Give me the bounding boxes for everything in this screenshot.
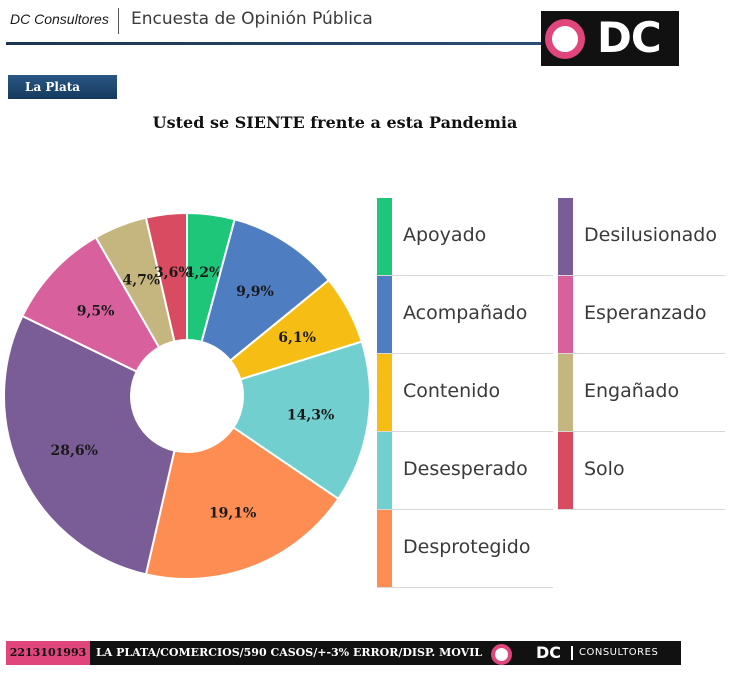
slice-value-label-5: 28,6%	[51, 443, 98, 459]
legend-swatch-2	[377, 354, 392, 431]
legend-item-5: Desilusionado	[558, 198, 725, 276]
chart-legend: Apoyado Acompañado Contenido Desesperado Des…	[377, 198, 730, 590]
legend-item-4: Desprotegido	[377, 510, 553, 588]
legend-swatch-8	[558, 432, 573, 509]
slice-value-label-4: 19,1%	[209, 505, 256, 521]
legend-swatch-3	[377, 432, 392, 509]
slice-value-label-2: 6,1%	[278, 330, 316, 346]
slice-value-label-3: 14,3%	[287, 407, 334, 423]
legend-label-8: Solo	[584, 458, 625, 480]
header-brand: DC Consultores	[10, 11, 109, 27]
slice-value-label-6: 9,5%	[77, 304, 115, 320]
legend-swatch-7	[558, 354, 573, 431]
header-title: Encuesta de Opinión Pública	[131, 9, 373, 29]
legend-item-6: Esperanzado	[558, 276, 725, 354]
footer-phone: 2213101993	[6, 641, 90, 665]
footer-info: LA PLATA/COMERCIOS/590 CASOS/+-3% ERROR/…	[96, 646, 483, 659]
legend-label-4: Desprotegido	[403, 536, 531, 558]
legend-label-0: Apoyado	[403, 224, 487, 246]
logo-ring-icon	[545, 19, 585, 59]
footer-logo-consultores: CONSULTORES	[579, 647, 659, 658]
legend-label-7: Engañado	[584, 380, 680, 402]
donut-chart: 4,2% 9,9% 6,1% 14,3% 19,1% 28,6% 9,5% 4,7%3,6%	[3, 211, 371, 580]
legend-item-0: Apoyado	[377, 198, 553, 276]
chart-title: Usted se SIENTE frente a esta Pandemia	[152, 113, 518, 132]
footer-logo-divider	[571, 646, 573, 660]
pie-slice-1	[200, 218, 331, 362]
legend-label-2: Contenido	[403, 380, 501, 402]
slice-value-label-7: 4,7%	[123, 273, 161, 289]
dc-logo: DC	[541, 11, 679, 66]
legend-item-8: Solo	[558, 432, 725, 510]
legend-item-1: Acompañado	[377, 276, 553, 354]
legend-item-2: Contenido	[377, 354, 553, 432]
pie-slice-4	[144, 426, 340, 580]
slice-value-label-0: 4,2%	[185, 265, 223, 281]
legend-label-1: Acompañado	[403, 302, 528, 324]
legend-label-6: Esperanzado	[584, 302, 707, 324]
legend-swatch-4	[377, 510, 392, 587]
legend-label-3: Desesperado	[403, 458, 528, 480]
legend-swatch-6	[558, 276, 573, 353]
footer-logo-ring-icon	[491, 644, 512, 665]
legend-item-3: Desesperado	[377, 432, 553, 510]
footer-logo-dc: DC	[536, 643, 562, 662]
legend-swatch-1	[377, 276, 392, 353]
legend-swatch-0	[377, 198, 392, 275]
region-tag: La Plata	[8, 75, 117, 99]
pie-slice-5	[3, 314, 176, 576]
footer-bar: 2213101993 LA PLATA/COMERCIOS/590 CASOS/…	[6, 641, 681, 665]
pie-slice-3	[231, 340, 371, 501]
slice-value-label-8: 3,6%	[154, 265, 192, 281]
legend-swatch-5	[558, 198, 573, 275]
slice-value-label-1: 9,9%	[236, 284, 274, 300]
logo-text: DC	[597, 13, 662, 62]
header-rule	[6, 42, 546, 45]
legend-label-5: Desilusionado	[584, 224, 717, 246]
header-separator	[118, 8, 119, 34]
pie-slice-8	[144, 211, 188, 343]
legend-item-7: Engañado	[558, 354, 725, 432]
